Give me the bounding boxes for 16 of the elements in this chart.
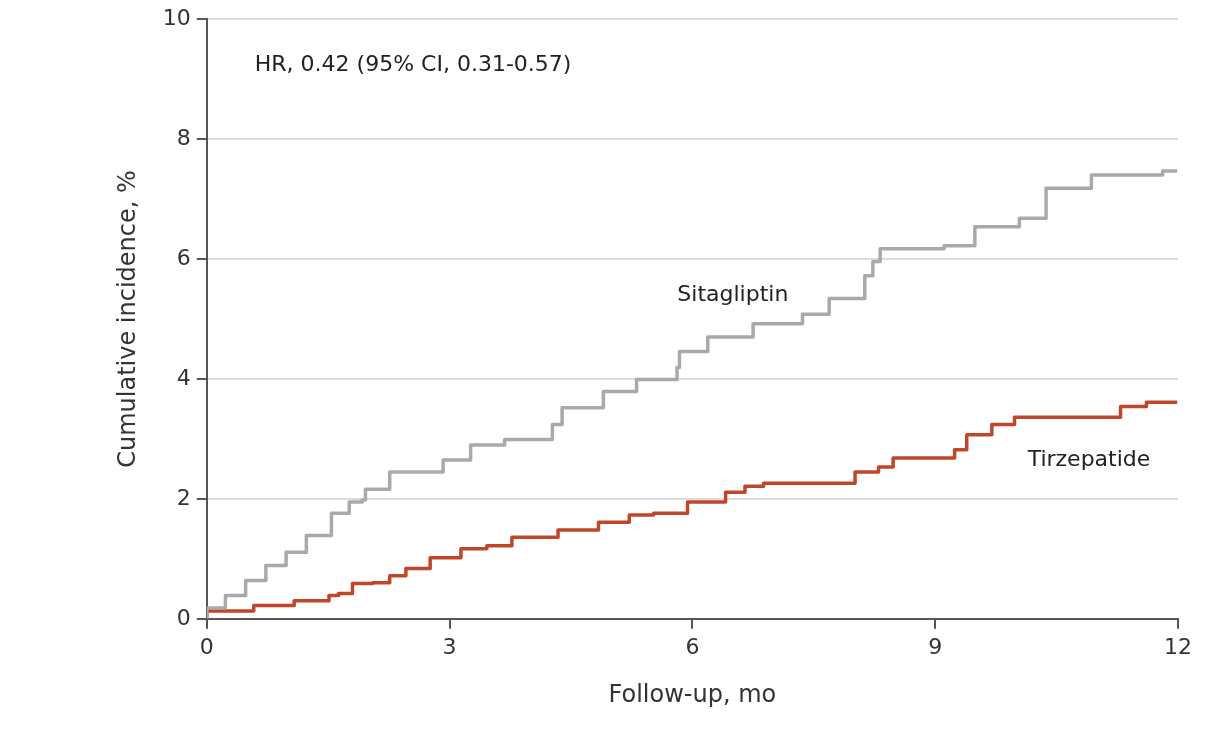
- x-axis-title: Follow-up, mo: [608, 679, 777, 708]
- y-tick-label: 2: [176, 484, 191, 510]
- x-tick-label: 3: [442, 633, 457, 659]
- x-tick-label: 0: [199, 633, 214, 659]
- y-tick-label: 0: [176, 604, 191, 630]
- annotation: HR, 0.42 (95% CI, 0.31-0.57): [254, 50, 572, 76]
- x-tick-label: 6: [685, 633, 700, 659]
- y-axis-title: Cumulative incidence, %: [112, 170, 141, 468]
- y-tick-label: 8: [176, 124, 191, 150]
- x-tick-label: 9: [928, 633, 943, 659]
- series-label: Tirzepatide: [1026, 445, 1151, 471]
- y-tick-label: 6: [176, 244, 191, 270]
- y-tick-label: 4: [176, 364, 191, 390]
- series-label: Sitagliptin: [677, 280, 789, 306]
- y-tick-label: 10: [162, 4, 191, 30]
- x-tick-label: 12: [1164, 633, 1192, 659]
